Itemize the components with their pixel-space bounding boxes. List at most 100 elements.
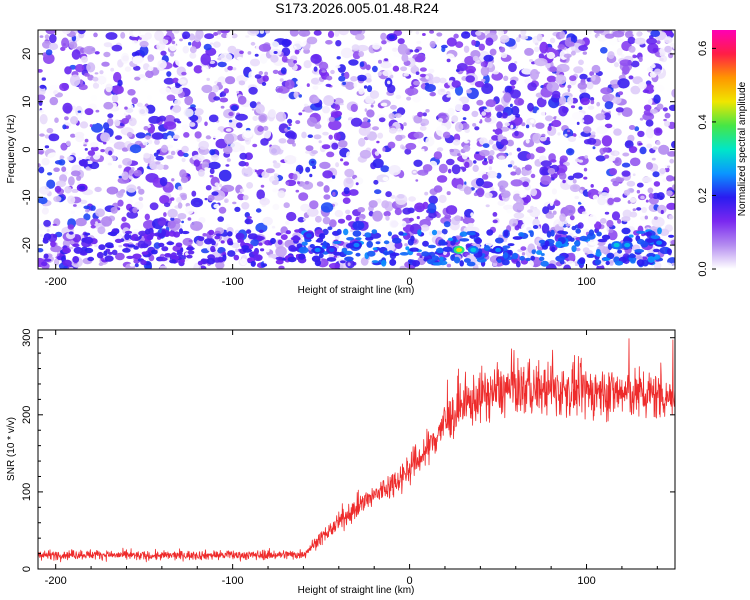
spectrogram-noise-cell bbox=[224, 133, 235, 145]
spectrogram-feature-peak bbox=[353, 242, 360, 248]
spectrogram-noise-cell bbox=[522, 216, 533, 225]
spectrogram-noise-cell bbox=[539, 41, 549, 54]
spectrogram-noise-cell bbox=[588, 214, 597, 225]
spectrogram-noise-cell bbox=[577, 82, 588, 90]
spectrogram-noise-cell bbox=[241, 202, 250, 210]
spectrogram-noise-cell bbox=[77, 30, 86, 35]
spectrogram-noise-cell bbox=[406, 87, 414, 97]
spectrogram-noise-cell bbox=[38, 69, 43, 73]
spectrogram-noise-cell bbox=[126, 184, 137, 193]
spectrogram-noise-cell bbox=[608, 228, 614, 233]
spectrogram-noise-cell bbox=[145, 135, 151, 140]
spectrogram-noise-cell bbox=[219, 183, 223, 188]
spectrogram-noise-cell bbox=[136, 102, 143, 108]
spectrogram-noise-cell bbox=[486, 170, 498, 179]
spectrogram-noise-cell bbox=[209, 42, 214, 45]
spectrogram-noise-cell bbox=[134, 76, 141, 81]
spectrogram-noise-cell bbox=[54, 185, 62, 193]
spectrogram-noise-cell bbox=[313, 66, 318, 72]
spectrogram-noise-cell bbox=[366, 127, 370, 132]
spectrogram-noise-cell bbox=[539, 136, 547, 142]
spectrogram-noise-cell bbox=[236, 90, 240, 94]
spectrogram-band-cell bbox=[539, 256, 545, 261]
spectrogram-noise-cell bbox=[214, 182, 220, 187]
spectrogram-noise-cell bbox=[638, 142, 643, 146]
spectrogram-noise-cell bbox=[177, 202, 183, 209]
spectrogram-noise-cell bbox=[515, 260, 521, 268]
spectrogram-band-cell bbox=[518, 232, 525, 237]
spectrogram-noise-cell bbox=[39, 109, 44, 114]
spectrogram-noise-cell bbox=[603, 112, 612, 121]
spectrogram-noise-cell bbox=[209, 129, 222, 139]
spectrogram-noise-cell bbox=[668, 52, 674, 59]
spectrogram-noise-cell bbox=[135, 132, 146, 139]
spectrogram-noise-cell bbox=[334, 30, 340, 37]
spectrogram-noise-cell bbox=[604, 211, 610, 215]
spectrogram-noise-cell bbox=[321, 70, 327, 73]
spectrogram-noise-cell bbox=[628, 75, 634, 80]
spectrogram-band-cell bbox=[87, 256, 95, 262]
spectrogram-noise-cell bbox=[269, 224, 277, 230]
spectrogram-noise-cell bbox=[671, 184, 675, 190]
spectrogram-noise-cell bbox=[105, 83, 113, 93]
spectrogram-noise-cell bbox=[485, 237, 493, 247]
spectrogram-noise-cell bbox=[244, 218, 254, 225]
spectrogram-noise-cell bbox=[373, 179, 379, 185]
spectrogram-noise-cell bbox=[172, 77, 179, 84]
spectrogram-noise-cell bbox=[555, 74, 567, 85]
spectrogram-noise-cell bbox=[225, 76, 236, 85]
spectrogram-noise-cell bbox=[482, 160, 488, 166]
spectrogram-noise-cell bbox=[476, 187, 485, 198]
spectrogram-noise-cell bbox=[656, 140, 661, 146]
spectrogram-band-cell bbox=[459, 231, 468, 237]
spectrogram-noise-cell bbox=[313, 30, 322, 36]
spectrogram-noise-cell bbox=[93, 32, 98, 38]
spectrogram-noise-cell bbox=[622, 65, 630, 75]
spectrogram-noise-cell bbox=[653, 84, 665, 93]
spectrogram-noise-cell bbox=[285, 181, 290, 186]
spectrogram-noise-cell bbox=[144, 32, 152, 40]
spectrogram-band-cell bbox=[431, 229, 438, 236]
spectrogram-noise-cell bbox=[604, 101, 614, 110]
spectrogram-noise-cell bbox=[482, 143, 490, 149]
spectrogram-noise-cell bbox=[519, 193, 527, 198]
spectrogram-noise-cell bbox=[390, 194, 396, 199]
spectrogram-noise-cell bbox=[167, 135, 172, 141]
spectrogram-noise-cell bbox=[240, 258, 247, 266]
spectrogram-noise-cell bbox=[591, 64, 601, 74]
spectrogram-noise-cell bbox=[510, 124, 514, 129]
spectrogram-band-cell bbox=[668, 234, 675, 238]
spectrogram-noise-cell bbox=[138, 188, 145, 195]
spectrogram-noise-cell bbox=[334, 209, 344, 218]
spectrogram-noise-cell bbox=[235, 113, 248, 121]
spectrogram-noise-cell bbox=[491, 135, 500, 141]
spectrogram-noise-cell bbox=[238, 160, 247, 167]
spectrogram-noise-cell bbox=[617, 111, 621, 116]
spectrogram-noise-cell bbox=[474, 115, 481, 123]
spectrogram-noise-cell bbox=[638, 81, 647, 90]
spectrogram-noise-cell bbox=[322, 228, 329, 236]
spectrogram-noise-cell bbox=[129, 263, 135, 267]
spectrogram-noise-cell bbox=[198, 217, 206, 224]
spectrogram-noise-cell bbox=[481, 78, 486, 83]
spectrogram-noise-cell bbox=[496, 121, 503, 130]
spectrogram-noise-cell bbox=[242, 194, 249, 201]
spectrogram-noise-cell bbox=[111, 249, 118, 256]
spectrogram-noise-cell bbox=[580, 199, 585, 204]
spectrogram-noise-cell bbox=[180, 176, 189, 184]
spectrogram-noise-cell bbox=[662, 178, 668, 183]
spectrogram-noise-cell bbox=[392, 47, 398, 52]
spectrogram-band-cell bbox=[432, 262, 443, 266]
spectrogram-noise-cell bbox=[84, 108, 94, 116]
spectrogram-noise-cell bbox=[646, 30, 652, 33]
spectrogram-band-cell bbox=[512, 236, 523, 240]
spectrogram-noise-cell bbox=[117, 199, 124, 207]
spectrogram-band-cell bbox=[399, 252, 409, 256]
spectrogram-noise-cell bbox=[612, 30, 625, 38]
spectrogram-band-cell bbox=[561, 231, 569, 235]
spectrogram-noise-cell bbox=[148, 59, 153, 62]
spectrogram-band-cell bbox=[653, 248, 660, 253]
spectrogram-noise-cell bbox=[133, 169, 142, 177]
spectrogram-noise-cell bbox=[272, 69, 279, 74]
spectrogram-noise-cell bbox=[390, 104, 397, 110]
